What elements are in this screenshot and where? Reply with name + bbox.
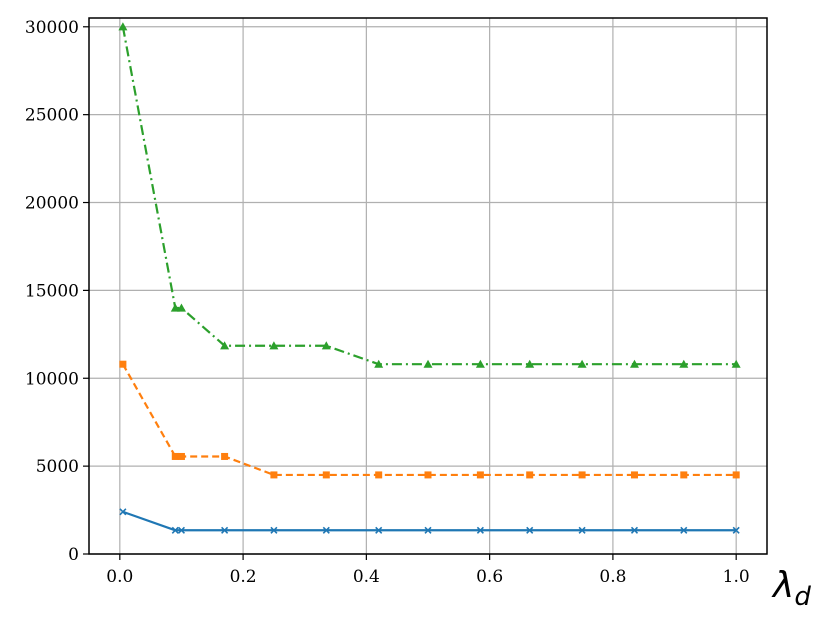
x-tick-label: 0.4 — [353, 567, 380, 587]
data-point-marker — [525, 359, 535, 368]
series-line — [121, 363, 737, 477]
data-point-marker — [731, 359, 741, 368]
data-point-marker — [170, 303, 180, 312]
y-tick-label: 5000 — [36, 457, 79, 477]
data-point-marker — [119, 360, 127, 368]
data-point-marker — [476, 526, 484, 534]
series-line — [122, 510, 737, 532]
data-point-marker — [177, 452, 185, 460]
data-point-marker — [270, 471, 278, 479]
x-axis-label-main: λ — [771, 565, 794, 606]
x-tick-label: 0.6 — [476, 567, 503, 587]
data-point-marker — [732, 526, 740, 534]
data-point-marker — [424, 526, 432, 534]
series-1 — [119, 508, 740, 534]
data-point-marker — [578, 471, 586, 479]
series-3 — [118, 22, 741, 368]
data-point-marker — [220, 341, 230, 350]
data-point-marker — [732, 471, 740, 479]
data-point-marker — [424, 471, 432, 479]
y-tick-label: 15000 — [25, 281, 79, 301]
y-tick-label: 25000 — [25, 106, 79, 126]
x-axis-label-text: λd — [771, 565, 811, 612]
x-tick-label: 0.2 — [230, 567, 257, 587]
x-axis-label-subscript: d — [794, 582, 811, 612]
x-axis-label: λd — [771, 565, 811, 612]
y-tick-label: 20000 — [25, 194, 79, 214]
data-point-marker — [578, 526, 586, 534]
data-point-marker — [526, 526, 534, 534]
data-point-marker — [171, 526, 179, 534]
data-point-marker — [476, 471, 484, 479]
data-point-marker — [630, 471, 638, 479]
series-2 — [119, 360, 740, 479]
data-point-marker — [679, 359, 689, 368]
data-point-marker — [322, 526, 330, 534]
data-point-marker — [630, 526, 639, 534]
data-point-marker — [171, 452, 179, 460]
y-tick-label: 0 — [68, 545, 79, 565]
data-point-marker — [680, 471, 688, 479]
grid — [89, 18, 767, 555]
data-point-marker — [119, 508, 127, 516]
data-point-marker — [176, 303, 186, 312]
data-point-marker — [221, 526, 229, 534]
data-point-marker — [375, 526, 383, 534]
ticks: 0.0 0.2 0.4 0.6 0.8 1.0 0 5000 10000 15000 20000 25… — [25, 18, 750, 587]
data-point-marker — [374, 359, 384, 368]
data-point-marker — [423, 359, 433, 368]
data-point-marker — [375, 471, 383, 479]
data-point-marker — [269, 341, 279, 350]
data-point-marker — [680, 526, 688, 534]
data-point-marker — [629, 359, 639, 368]
data-point-marker — [322, 471, 330, 479]
data-point-marker — [221, 452, 229, 460]
x-tick-label: 1.0 — [723, 567, 750, 587]
data-point-marker — [475, 359, 485, 368]
y-tick-label: 10000 — [25, 369, 79, 389]
data-point-marker — [270, 526, 278, 534]
x-tick-label: 0.8 — [599, 567, 626, 587]
data-point-marker — [118, 22, 128, 31]
y-tick-label: 30000 — [25, 18, 79, 38]
x-tick-label: 0.0 — [106, 567, 133, 587]
data-point-marker — [577, 359, 587, 368]
data-point-marker — [321, 341, 331, 350]
data-point-marker — [177, 526, 186, 534]
series-layer — [118, 22, 741, 534]
series-line — [121, 26, 737, 366]
data-point-marker — [526, 471, 534, 479]
plot-area-frame — [88, 17, 768, 555]
